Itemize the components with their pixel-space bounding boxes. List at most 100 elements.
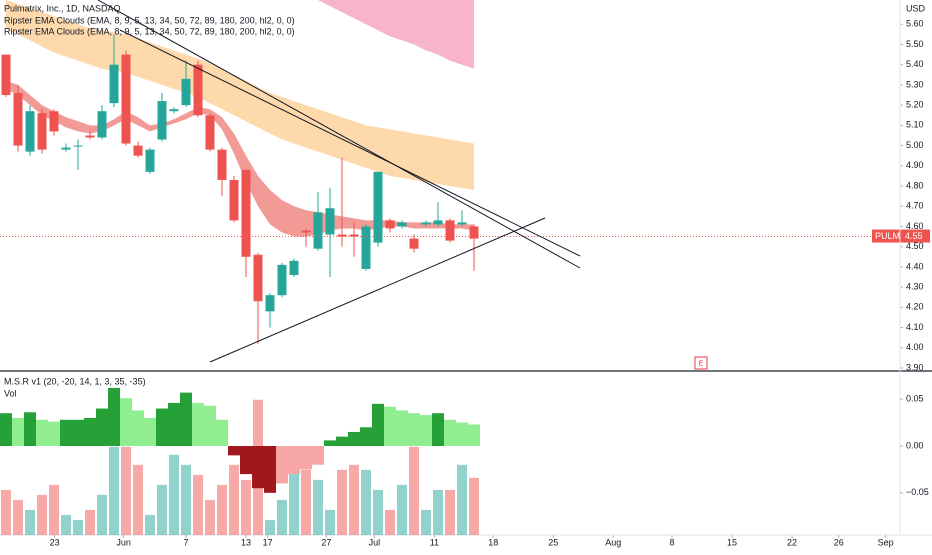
trend-line	[119, 29, 581, 257]
volume-bar	[421, 509, 431, 535]
candle-body	[109, 64, 119, 104]
candle-body	[241, 169, 251, 257]
y-tick-label: 5.30	[906, 79, 924, 89]
y-tick-label: 4.90	[906, 160, 924, 170]
candle-body	[25, 111, 35, 152]
candle-body	[13, 93, 23, 146]
msr-bar	[48, 421, 60, 447]
volume-bar	[181, 464, 191, 535]
volume-bar	[61, 514, 71, 535]
candle-body	[373, 171, 383, 243]
candle-body	[421, 222, 431, 225]
trend-line	[209, 217, 546, 363]
volume-bar	[157, 484, 167, 535]
volume-bar	[265, 519, 275, 535]
x-tick-label: 27	[321, 537, 331, 547]
msr-bar	[444, 419, 456, 447]
y-tick-label: 5.00	[906, 140, 924, 150]
volume-bar	[133, 464, 143, 535]
volume-bar	[121, 446, 131, 535]
y-tick-label: 4.30	[906, 281, 924, 291]
candle-body	[193, 64, 203, 116]
msr-bar	[24, 412, 36, 447]
msr-bar	[204, 405, 216, 447]
msr-bar	[192, 402, 204, 447]
candle-body	[61, 147, 71, 150]
volume-bar	[433, 489, 443, 535]
x-tick-label: Jul	[369, 537, 381, 547]
volume-bar	[217, 484, 227, 535]
x-tick-label: 11	[430, 537, 439, 547]
y-tick-label: −0.05	[906, 487, 929, 497]
earnings-marker[interactable]	[694, 356, 708, 370]
y-tick-label: 0.05	[906, 394, 924, 404]
y-tick-label: 3.90	[906, 362, 924, 372]
msr-bar	[348, 431, 360, 447]
msr-bar	[240, 446, 252, 475]
y-tick-label: 4.50	[906, 241, 924, 251]
msr-bar	[72, 419, 84, 447]
volume-bar	[145, 514, 155, 535]
indicator-legend: Ripster EMA Clouds (EMA, 8, 9, 5, 13, 34…	[4, 15, 295, 25]
candle-body	[349, 234, 359, 237]
candle-body	[205, 115, 215, 150]
msr-bar	[96, 408, 108, 447]
msr-bar	[264, 446, 276, 493]
y-tick-label: 4.80	[906, 180, 924, 190]
candle-body	[469, 226, 479, 239]
trend-line	[97, 0, 581, 269]
volume-bar	[25, 509, 35, 535]
volume-bar	[241, 479, 251, 535]
candle-body	[253, 254, 263, 302]
candle-body	[97, 111, 107, 138]
ema-cloud	[318, 0, 474, 69]
candle-body	[49, 111, 59, 132]
volume-bar	[361, 469, 371, 535]
msr-bar	[216, 419, 228, 447]
y-tick-label: 5.20	[906, 100, 924, 110]
candle-body	[361, 226, 371, 269]
indicator-legend: M.S.R v1 (20, -20, 14, 1, 3, 35, -35)	[4, 376, 146, 386]
x-tick-label: 18	[488, 537, 498, 547]
price-label-box	[872, 229, 930, 243]
x-tick-label: 13	[241, 537, 251, 547]
chart-title: Pulmatrix, Inc., 1D, NASDAQ	[4, 3, 121, 13]
candle-body	[385, 220, 395, 229]
msr-bar	[12, 417, 24, 447]
y-tick-label: 4.60	[906, 221, 924, 231]
volume-bar	[97, 494, 107, 535]
x-tick-label: 22	[787, 537, 797, 547]
candle-body	[445, 220, 455, 241]
msr-bar	[120, 398, 132, 447]
earnings-label: E	[699, 360, 704, 367]
volume-bar	[445, 489, 455, 535]
candle-body	[265, 295, 275, 312]
candle-body	[85, 135, 95, 138]
candle-body	[409, 238, 419, 249]
candle-body	[121, 54, 131, 144]
msr-bar	[132, 410, 144, 447]
candle-body	[133, 145, 143, 156]
volume-bar	[457, 464, 467, 535]
currency: USD	[906, 3, 926, 13]
candle-body	[433, 220, 443, 225]
volume-bar	[85, 509, 95, 535]
volume-bar	[325, 509, 335, 535]
volume-bar	[289, 469, 299, 535]
x-tick-label: 26	[834, 537, 844, 547]
msr-bar	[300, 446, 312, 470]
candle-body	[145, 149, 155, 172]
candle-body	[181, 78, 191, 106]
volume-bar	[205, 499, 215, 535]
price-pane: 5.60 5.50 5.40 5.30 5.20 5.10 5.00 4.90 4.80 4.70…	[0, 0, 930, 372]
msr-bar	[228, 446, 240, 456]
volume-bar	[409, 446, 419, 535]
volume-bar	[385, 509, 395, 535]
msr-bar	[156, 408, 168, 447]
msr-bar	[456, 422, 468, 447]
msr-bar	[408, 413, 420, 447]
msr-bar	[108, 387, 120, 447]
msr-bar	[84, 417, 96, 447]
msr-bar	[312, 446, 324, 465]
candle-body	[157, 101, 167, 140]
